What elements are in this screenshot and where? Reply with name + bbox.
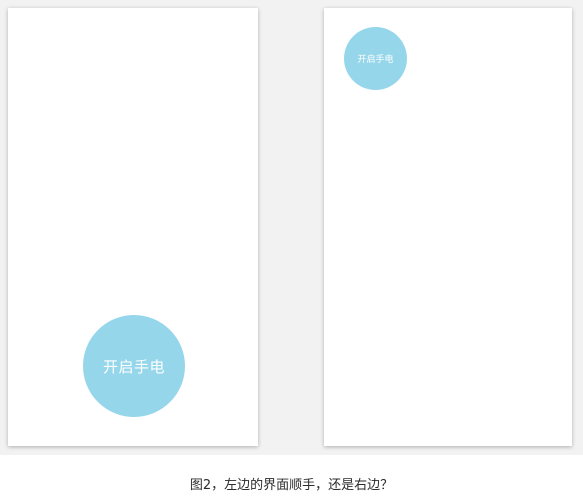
left-flashlight-button[interactable]: 开启手电 [83,315,185,417]
figure-canvas: 开启手电 开启手电 [0,0,583,455]
right-flashlight-button[interactable]: 开启手电 [344,27,407,90]
left-phone-screen: 开启手电 [8,8,258,446]
figure-caption: 图2，左边的界面顺手，还是右边？ [189,478,394,493]
right-phone-screen: 开启手电 [324,8,572,446]
